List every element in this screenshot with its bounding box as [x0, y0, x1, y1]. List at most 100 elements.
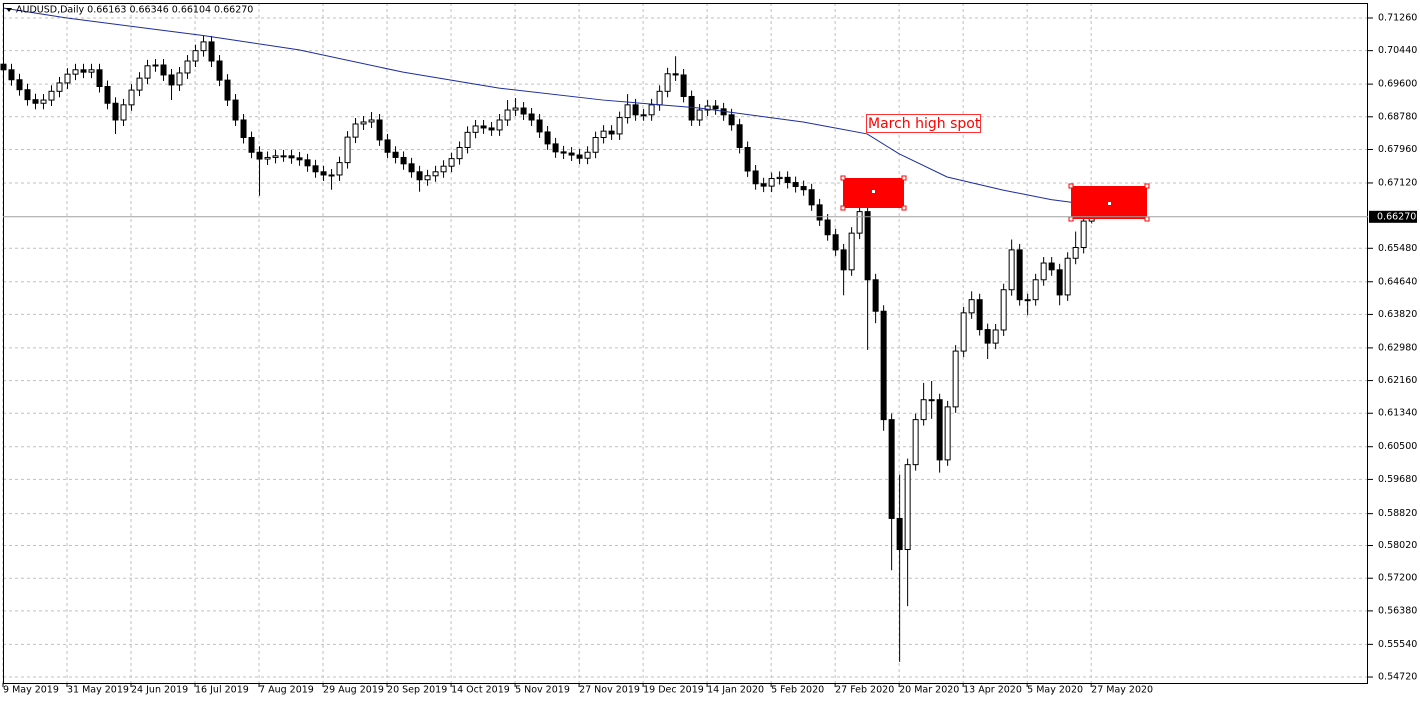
candle-body [128, 89, 135, 106]
y-tick-label: 0.57200 [1378, 573, 1417, 584]
candle-body [648, 104, 655, 116]
current-price-label: 0.66270 [1377, 211, 1416, 222]
candle-body [136, 77, 143, 91]
candle-body [424, 175, 431, 181]
x-tick-label: 31 May 2019 [67, 685, 129, 696]
candle-body [320, 171, 327, 176]
candle-body [664, 73, 671, 92]
marks [0, 7, 1095, 662]
candle-body [712, 105, 719, 110]
candle-body [56, 82, 63, 92]
candle-body [904, 464, 911, 551]
candle-body [784, 176, 791, 184]
candle-body [1024, 299, 1031, 302]
candle-body [88, 69, 95, 73]
candle-body [536, 119, 543, 133]
y-tick-label: 0.63820 [1378, 309, 1417, 320]
candle-body [1016, 249, 1023, 301]
candle-body [520, 107, 527, 115]
candle-body [512, 107, 519, 111]
candle-body [632, 104, 639, 116]
candle-body [416, 171, 423, 181]
candle-body [280, 155, 287, 158]
candle-body [184, 60, 191, 74]
candle-body [456, 146, 463, 160]
y-tick-label: 0.58020 [1378, 540, 1417, 551]
moving-average [2, 7, 1092, 206]
candle-body [256, 151, 263, 160]
candle-body [928, 399, 935, 402]
candle-body [344, 136, 351, 164]
candle-body [688, 95, 695, 121]
candle-body [560, 151, 567, 154]
y-tick-label: 0.68780 [1378, 111, 1417, 122]
candle-body [592, 137, 599, 153]
candle-body [384, 139, 391, 153]
candle-body [16, 79, 23, 91]
candle-body [616, 117, 623, 135]
x-tick-label: 13 Apr 2020 [963, 685, 1022, 696]
candle-body [488, 127, 495, 131]
y-tick-label: 0.65480 [1378, 243, 1417, 254]
x-tick-label: 5 May 2020 [1027, 685, 1083, 696]
y-tick-label: 0.54720 [1378, 672, 1417, 683]
candle-body [272, 155, 279, 158]
candle-body [584, 151, 591, 159]
candle-body [240, 119, 247, 139]
candle-body [208, 41, 215, 62]
zone-center [1108, 202, 1111, 205]
candle-body [952, 350, 959, 408]
candle-body [288, 155, 295, 159]
candle-body [360, 121, 367, 125]
candle-body [248, 137, 255, 153]
candle-body [112, 102, 119, 121]
candle-body [64, 73, 71, 84]
candle-body [480, 125, 487, 129]
candle-body [80, 69, 87, 73]
x-tick-label: 29 Aug 2019 [323, 685, 384, 696]
candle-body [832, 234, 839, 251]
candle-body [448, 158, 455, 167]
candle-body [816, 204, 823, 221]
y-tick-label: 0.59680 [1378, 474, 1417, 485]
candle-body [104, 86, 111, 104]
candle-body [656, 90, 663, 106]
candle-body [776, 176, 783, 180]
candle-body [200, 41, 207, 52]
candle-body [408, 163, 415, 173]
candle-body [96, 69, 103, 88]
candle-body [960, 312, 967, 352]
candle-body [192, 50, 199, 62]
candle-body [840, 249, 847, 271]
candle-body [368, 119, 375, 123]
candle-body [352, 123, 359, 138]
candle-body [672, 73, 679, 76]
candle-body [160, 64, 167, 76]
candle-body [176, 72, 183, 86]
x-tick-label: 27 Feb 2020 [835, 685, 894, 696]
candle-body [944, 406, 951, 461]
candle-body [152, 64, 159, 67]
candle-body [472, 125, 479, 133]
candle-body [120, 104, 127, 121]
candle-body [392, 151, 399, 158]
candle-body [824, 219, 831, 236]
candle-body [296, 157, 303, 161]
y-tick-label: 0.67960 [1378, 144, 1417, 155]
candle-body [432, 171, 439, 177]
candle-body [440, 165, 447, 173]
candle-body [1064, 257, 1071, 296]
candle-body [624, 104, 631, 119]
candle-body [848, 232, 855, 271]
x-tick-label: 9 May 2019 [3, 685, 59, 696]
candle-body [912, 419, 919, 466]
candle-body [72, 69, 79, 75]
candle-body [400, 156, 407, 165]
candle-body [168, 74, 175, 86]
candle-body [1040, 262, 1047, 281]
candle-body [464, 131, 471, 148]
candle-body [744, 146, 751, 172]
candle-body [808, 189, 815, 206]
